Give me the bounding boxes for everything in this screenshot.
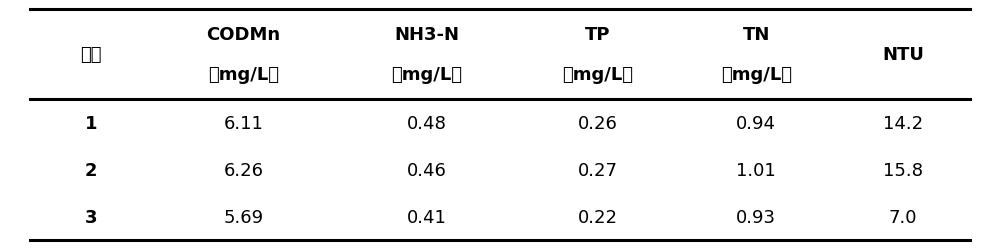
- Text: 0.48: 0.48: [407, 114, 447, 132]
- Text: 0.27: 0.27: [578, 161, 618, 179]
- Text: 0.41: 0.41: [407, 208, 447, 226]
- Text: 0.22: 0.22: [578, 208, 618, 226]
- Text: 2: 2: [85, 161, 97, 179]
- Text: 0.94: 0.94: [736, 114, 776, 132]
- Text: 0.46: 0.46: [407, 161, 447, 179]
- Text: 0.93: 0.93: [736, 208, 776, 226]
- Text: 处理: 处理: [80, 46, 102, 64]
- Text: NTU: NTU: [882, 46, 924, 64]
- Text: 0.26: 0.26: [578, 114, 618, 132]
- Text: TN: TN: [743, 26, 770, 44]
- Text: （mg/L）: （mg/L）: [721, 66, 792, 84]
- Text: 6.26: 6.26: [224, 161, 264, 179]
- Text: 1.01: 1.01: [736, 161, 776, 179]
- Text: 7.0: 7.0: [889, 208, 917, 226]
- Text: 14.2: 14.2: [883, 114, 923, 132]
- Text: 3: 3: [85, 208, 97, 226]
- Text: 1: 1: [85, 114, 97, 132]
- Text: （mg/L）: （mg/L）: [208, 66, 279, 84]
- Text: （mg/L）: （mg/L）: [562, 66, 633, 84]
- Text: TP: TP: [585, 26, 610, 44]
- Text: CODMn: CODMn: [207, 26, 281, 44]
- Text: 5.69: 5.69: [224, 208, 264, 226]
- Text: 15.8: 15.8: [883, 161, 923, 179]
- Text: （mg/L）: （mg/L）: [391, 66, 462, 84]
- Text: NH3-N: NH3-N: [394, 26, 459, 44]
- Text: 6.11: 6.11: [224, 114, 264, 132]
